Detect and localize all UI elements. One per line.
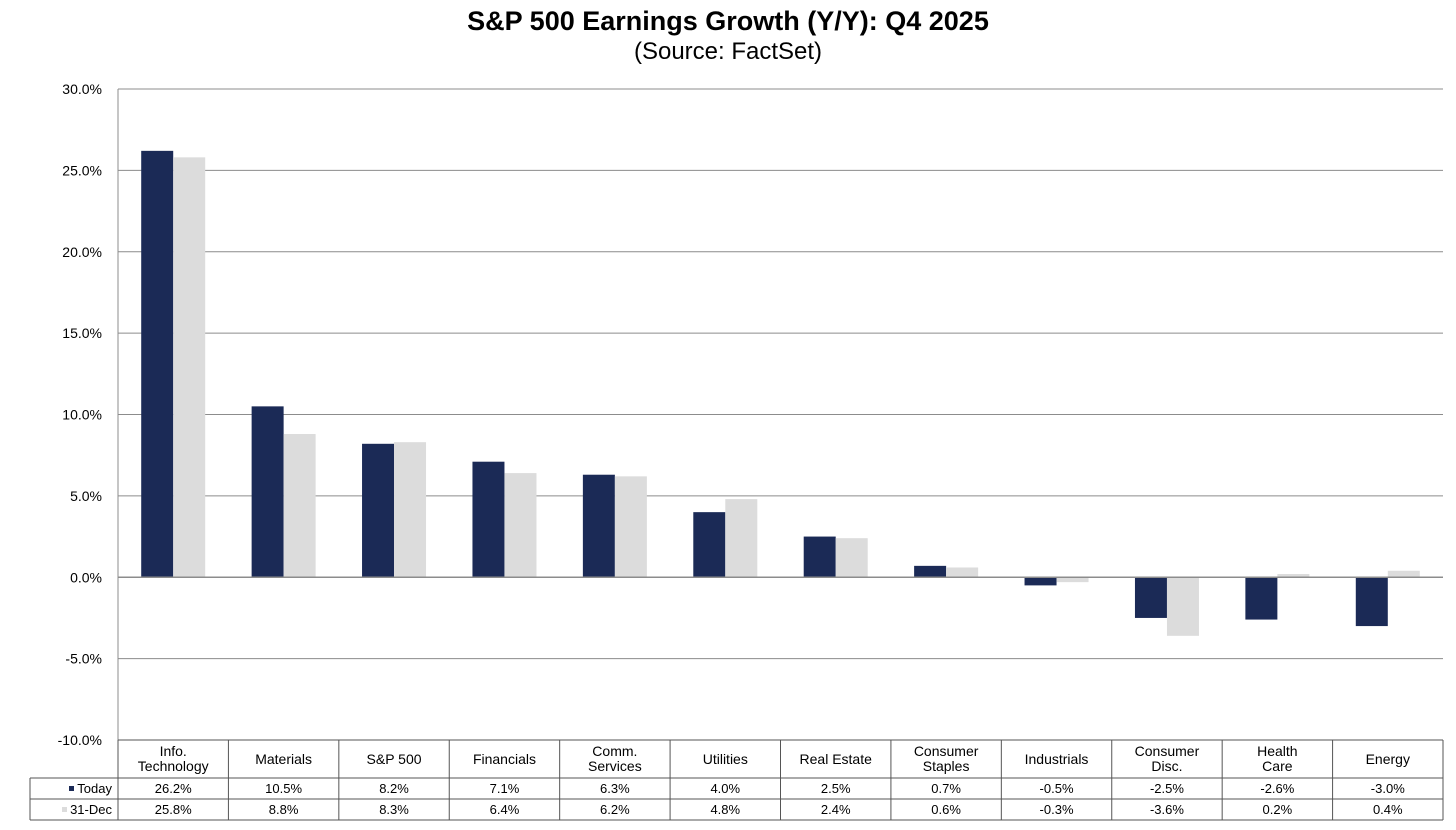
- category-label: S&P 500: [366, 750, 422, 767]
- data-label: 10.5%: [265, 781, 303, 796]
- y-tick-label: 10.0%: [62, 407, 102, 423]
- y-tick-label: 5.0%: [70, 488, 102, 504]
- data-label: 6.3%: [600, 781, 630, 796]
- bar-today: [803, 536, 836, 578]
- legend-swatch: [62, 807, 68, 812]
- bar-today: [362, 443, 395, 578]
- data-label: 4.8%: [710, 802, 741, 817]
- bar-31-dec: [1166, 577, 1199, 636]
- data-label: -2.6%: [1260, 781, 1295, 796]
- legend-label: 31-Dec: [70, 802, 112, 817]
- category-label: Financials: [472, 750, 536, 767]
- bar-31-dec: [504, 473, 537, 578]
- category-label: Energy: [1365, 750, 1410, 767]
- bar-today: [472, 461, 505, 578]
- category-label: Real Estate: [799, 750, 872, 767]
- bar-31-dec: [725, 499, 758, 578]
- data-label: 26.2%: [154, 781, 192, 796]
- data-label: 8.8%: [268, 802, 299, 817]
- data-label: -0.5%: [1039, 781, 1074, 796]
- category-label: Health Care: [1257, 743, 1298, 774]
- data-label: -3.6%: [1149, 802, 1184, 817]
- bar-today: [251, 406, 284, 578]
- data-label: 4.0%: [710, 781, 741, 796]
- bar-31-dec: [283, 434, 316, 578]
- bar-today: [1355, 577, 1388, 627]
- y-tick-label: -5.0%: [65, 651, 102, 667]
- bar-31-dec: [394, 442, 427, 578]
- y-tick-label: 30.0%: [62, 81, 102, 97]
- y-tick-label: -10.0%: [58, 732, 102, 748]
- y-tick-label: 25.0%: [62, 162, 102, 178]
- legend-label: Today: [77, 781, 112, 796]
- bar-today: [1134, 577, 1167, 618]
- bar-31-dec: [835, 538, 868, 578]
- data-label: 0.2%: [1262, 802, 1293, 817]
- category-label: Consumer Disc.: [1134, 743, 1200, 774]
- data-label: 0.6%: [931, 802, 961, 817]
- bar-31-dec: [173, 157, 206, 578]
- data-label: 25.8%: [154, 802, 192, 817]
- bar-today: [693, 512, 726, 578]
- chart-subtitle: (Source: FactSet): [633, 38, 823, 65]
- data-label: 6.2%: [600, 802, 630, 817]
- data-label: 7.1%: [489, 781, 520, 796]
- category-label: Info. Technology: [137, 743, 209, 774]
- bar-today: [141, 150, 174, 578]
- bar-today: [1024, 577, 1057, 586]
- category-label: Utilities: [702, 750, 748, 767]
- data-label: -0.3%: [1039, 802, 1074, 817]
- data-label: 0.4%: [1372, 802, 1403, 817]
- legend-entry: 31-Dec: [30, 799, 118, 820]
- category-label: Consumer Staples: [913, 743, 979, 774]
- data-label: 8.2%: [379, 781, 409, 796]
- chart-title: S&P 500 Earnings Growth (Y/Y): Q4 2025: [467, 6, 989, 36]
- y-tick-label: 0.0%: [70, 569, 102, 585]
- legend-entry: Today: [30, 778, 118, 799]
- category-label: Industrials: [1024, 750, 1089, 767]
- bar-today: [582, 474, 615, 578]
- bar-today: [1245, 577, 1278, 620]
- data-label: 0.7%: [931, 781, 961, 796]
- bar-today: [914, 565, 947, 578]
- bar-31-dec: [1387, 570, 1420, 578]
- bar-31-dec: [946, 567, 979, 578]
- category-label: Materials: [255, 750, 312, 767]
- y-tick-label: 15.0%: [62, 325, 102, 341]
- data-label: 2.4%: [820, 802, 851, 817]
- data-label: -3.0%: [1370, 781, 1405, 796]
- data-label: 2.5%: [820, 781, 851, 796]
- category-label: Comm. Services: [588, 743, 642, 774]
- bar-31-dec: [1056, 577, 1089, 583]
- legend-swatch: [69, 786, 75, 791]
- data-label: 6.4%: [489, 802, 520, 817]
- data-label: 8.3%: [379, 802, 409, 817]
- data-label: -2.5%: [1149, 781, 1184, 796]
- y-tick-label: 20.0%: [62, 244, 102, 260]
- bar-31-dec: [614, 476, 647, 578]
- bar-31-dec: [1277, 573, 1310, 578]
